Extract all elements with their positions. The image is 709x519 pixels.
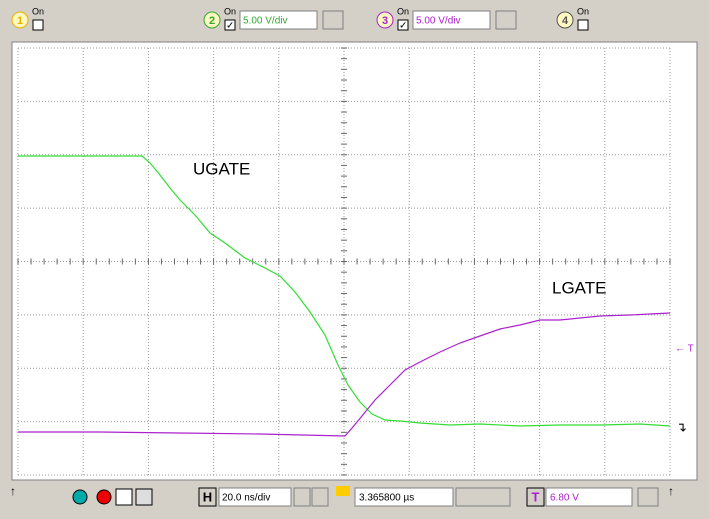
channel-state: On xyxy=(577,6,589,16)
channel-state: On xyxy=(397,6,409,16)
ugate-trace xyxy=(18,155,671,427)
channel-marker: ↴ xyxy=(676,419,687,434)
scroll-icon[interactable]: ↑ xyxy=(10,484,16,498)
lgate-label: LGATE xyxy=(552,278,606,297)
ugate-label: UGATE xyxy=(193,159,250,178)
channel-checkbox[interactable] xyxy=(397,19,409,31)
channel-checkbox[interactable] xyxy=(224,19,236,31)
channel-number: 4 xyxy=(562,15,569,27)
channel-number: 1 xyxy=(17,15,23,27)
channel-button[interactable] xyxy=(376,11,394,29)
scroll-icon-right[interactable]: ↑ xyxy=(668,484,674,498)
channel-checkbox[interactable] xyxy=(32,19,44,31)
timebase-scale: 20.0 ns/div xyxy=(222,493,270,504)
coupling-button[interactable] xyxy=(495,10,517,30)
scale-input[interactable] xyxy=(412,10,491,30)
graticule xyxy=(17,47,671,476)
trigger-label: T xyxy=(532,489,540,504)
h-box xyxy=(198,487,217,507)
position-marker xyxy=(336,486,350,496)
channel-state: On xyxy=(224,6,236,16)
t-box xyxy=(526,487,545,507)
timebase-up[interactable] xyxy=(311,487,329,507)
timebase-input[interactable] xyxy=(218,487,292,507)
timebase-down[interactable] xyxy=(293,487,311,507)
channel-checkbox[interactable] xyxy=(577,19,589,31)
lgate-trace xyxy=(18,312,671,437)
trigger-input[interactable] xyxy=(545,487,633,507)
check: ✓ xyxy=(226,21,234,32)
scale-input[interactable] xyxy=(239,10,318,30)
channel-scale: 5.00 V/div xyxy=(416,16,460,27)
position-buttons[interactable] xyxy=(455,487,511,507)
run-button[interactable] xyxy=(72,489,88,505)
channel-number: 3 xyxy=(382,15,388,27)
channel-button[interactable] xyxy=(11,11,29,29)
stop-button[interactable] xyxy=(96,489,112,505)
position-input[interactable] xyxy=(354,487,454,507)
channel-scale: 5.00 V/div xyxy=(243,16,287,27)
trigger-spin[interactable] xyxy=(637,487,659,507)
channel-button[interactable] xyxy=(203,11,221,29)
channel-number: 2 xyxy=(209,15,215,27)
timebase-label: H xyxy=(203,489,212,504)
print-button[interactable] xyxy=(135,488,153,506)
coupling-button[interactable] xyxy=(322,10,344,30)
trigger-level: 6.80 V xyxy=(550,493,579,504)
check: ✓ xyxy=(399,21,407,32)
save-button[interactable] xyxy=(115,488,133,506)
trigger-marker: ← T xyxy=(675,344,694,355)
timebase-position: 3.365800 µs xyxy=(359,493,414,504)
channel-bar: 1 On 2 On ✓ 5.00 V/div 3 On ✓ 5.00 V/div 4 On xyxy=(11,6,589,32)
channel-state: On xyxy=(32,6,44,16)
channel-button[interactable] xyxy=(556,11,574,29)
